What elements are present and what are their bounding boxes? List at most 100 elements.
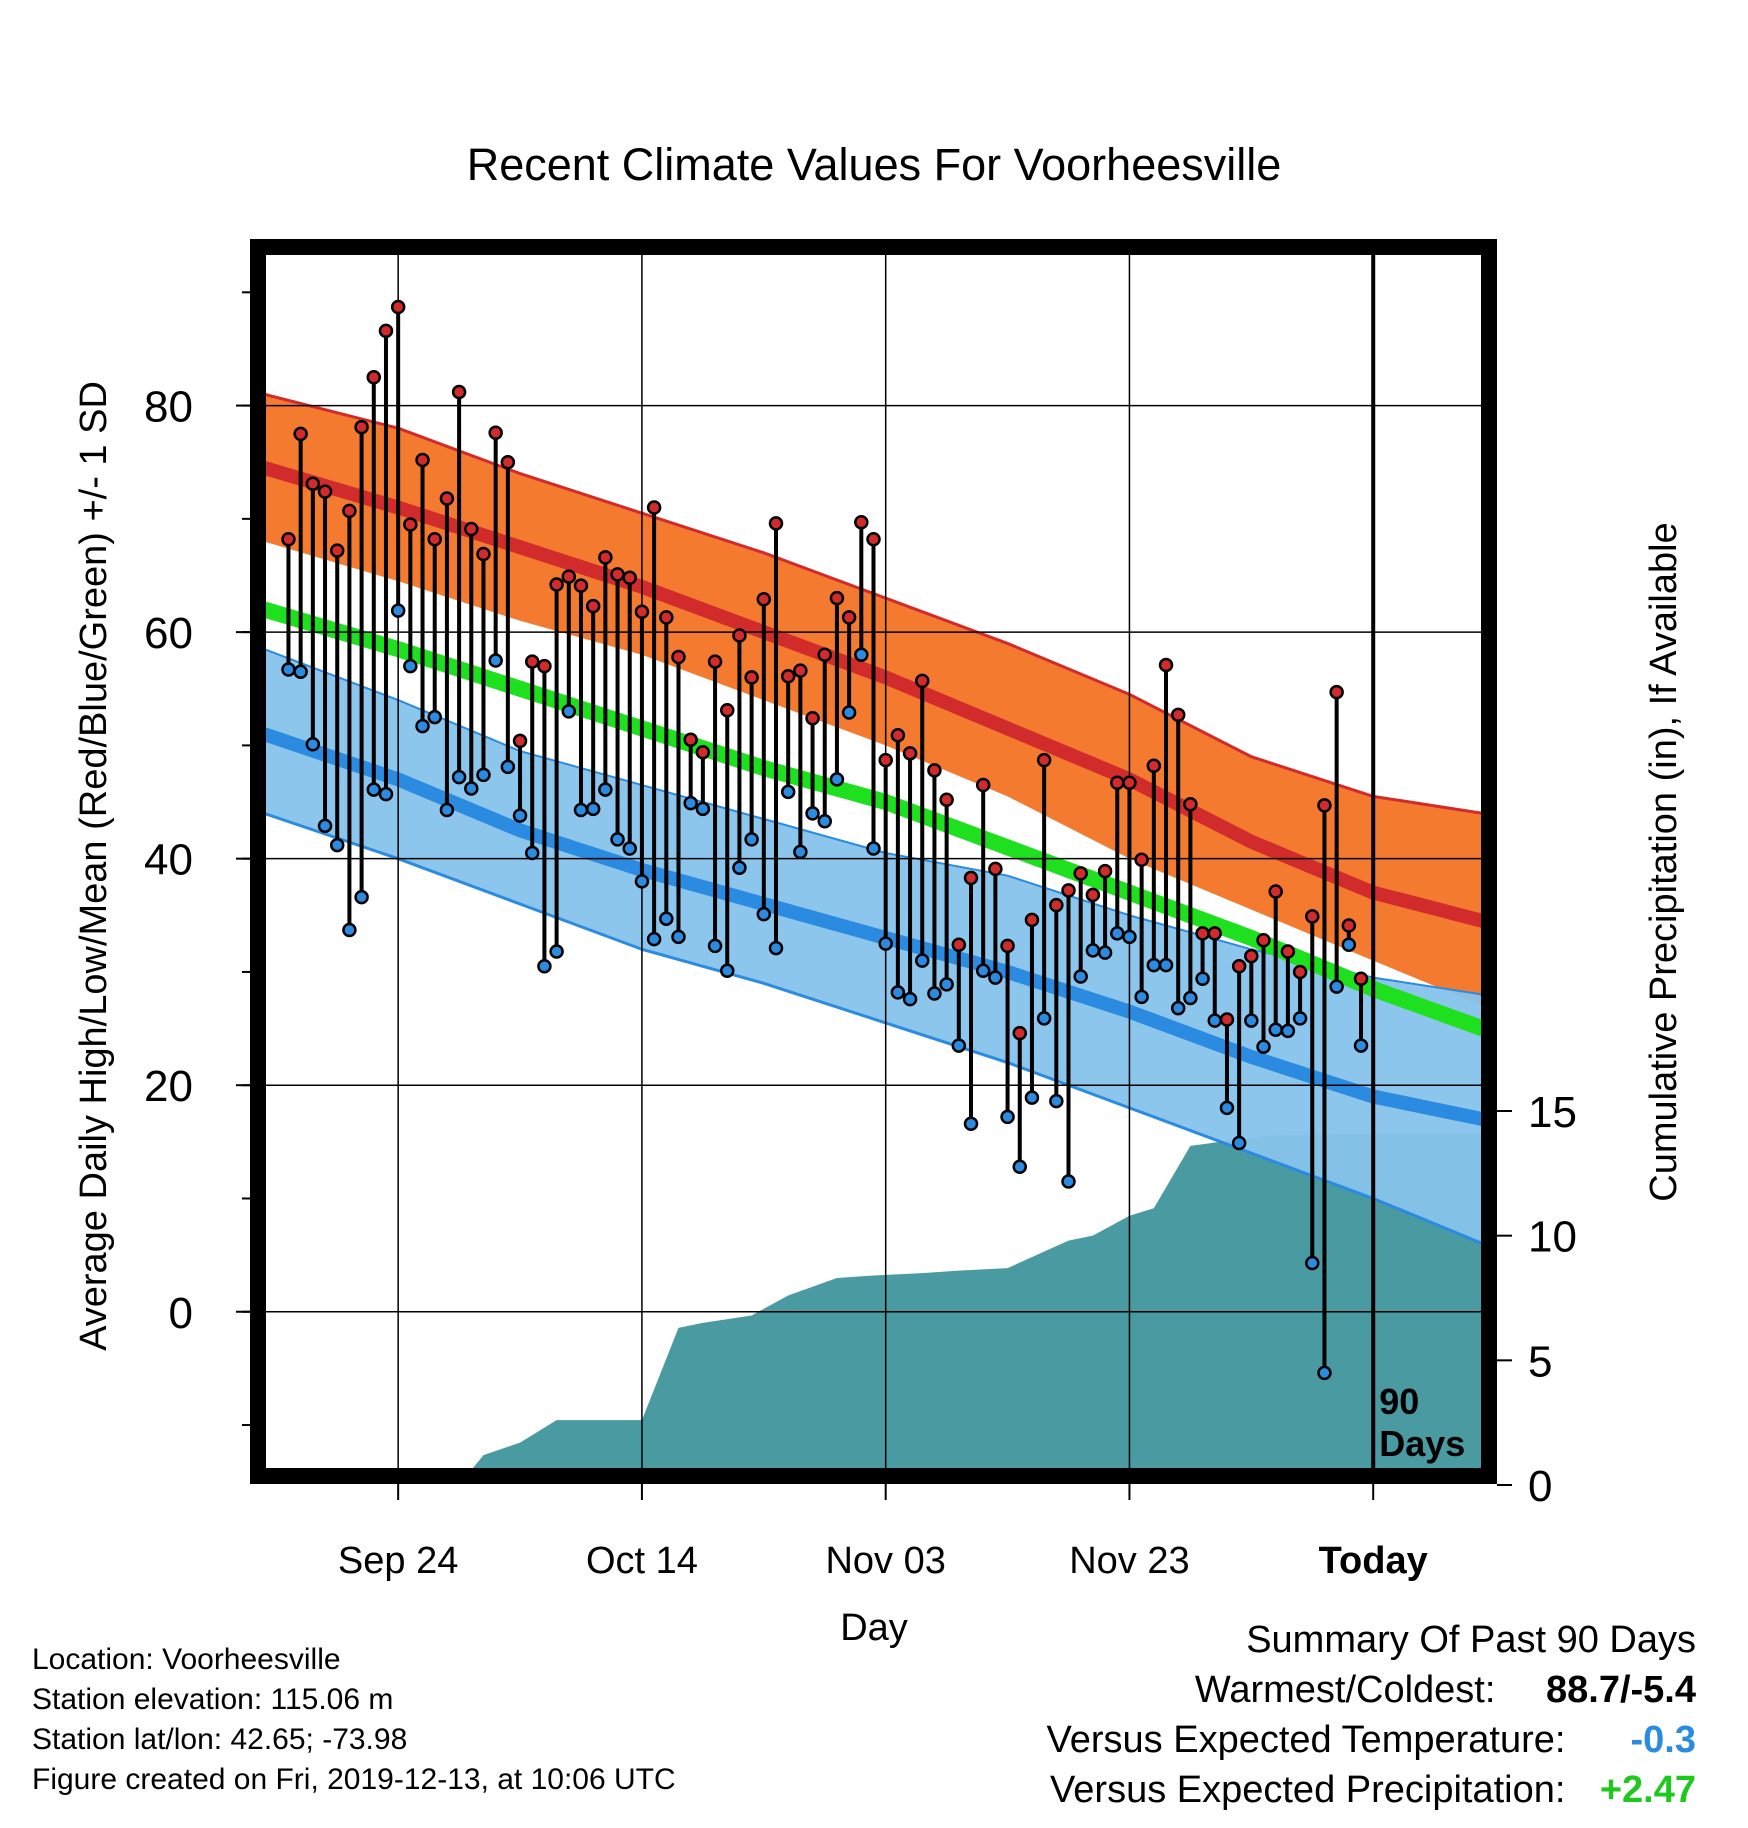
y2-tick-label-0: 0 <box>1528 1462 1552 1511</box>
low-point <box>671 929 686 945</box>
high-point <box>573 578 589 593</box>
low-point <box>622 841 637 856</box>
summary-precip-value: +2.47 <box>1599 1769 1696 1811</box>
low-point <box>610 832 625 847</box>
y2-tick-label-1: 5 <box>1528 1337 1552 1386</box>
low-point <box>659 911 674 926</box>
high-point <box>988 861 1003 877</box>
high-point <box>1146 758 1162 774</box>
high-point <box>1049 897 1064 913</box>
x-tick-label-2: Nov 03 <box>825 1540 945 1582</box>
low-point <box>854 647 869 663</box>
high-point <box>659 610 674 625</box>
high-point <box>585 598 601 614</box>
low-point <box>1231 1135 1247 1151</box>
low-point <box>683 795 698 811</box>
low-point <box>732 860 747 875</box>
high-point <box>476 546 491 562</box>
high-point <box>1085 887 1101 903</box>
high-point <box>939 792 954 808</box>
high-point <box>281 531 296 547</box>
high-point <box>768 516 784 531</box>
low-point <box>939 977 954 992</box>
low-point <box>1012 1159 1028 1175</box>
high-point <box>671 649 686 665</box>
high-point <box>317 484 333 499</box>
y2-tick-label-2: 10 <box>1528 1213 1577 1262</box>
today-days-label-0: 90 <box>1379 1381 1419 1422</box>
high-point <box>1305 909 1320 924</box>
high-point <box>695 744 711 760</box>
info-elevation: Station elevation: 115.06 m <box>32 1683 394 1716</box>
summary-warm-cold-label: Warmest/Coldest: <box>1194 1669 1496 1711</box>
high-point <box>1256 932 1271 948</box>
low-point <box>719 963 735 979</box>
low-point <box>1256 1039 1271 1054</box>
high-point <box>902 746 918 761</box>
summary-warm-cold-value: 88.7/-5.4 <box>1546 1669 1696 1711</box>
low-point <box>963 1116 979 1131</box>
low-point <box>427 709 442 725</box>
high-point <box>549 577 564 592</box>
precip-area <box>466 1133 1483 1476</box>
low-point <box>1000 1109 1015 1125</box>
high-point <box>390 299 406 315</box>
high-point <box>780 669 796 684</box>
low-point <box>476 767 491 783</box>
high-point <box>1317 798 1332 813</box>
high-point <box>464 521 479 537</box>
low-point <box>817 814 832 829</box>
low-point <box>1268 1022 1283 1037</box>
high-point <box>378 323 394 339</box>
high-point <box>1061 883 1076 898</box>
low-point <box>500 759 516 775</box>
low-point <box>1049 1093 1064 1109</box>
high-point <box>1353 971 1369 986</box>
low-point <box>390 603 406 618</box>
low-point <box>354 889 369 905</box>
low-point <box>1183 990 1198 1006</box>
low-point <box>1170 1000 1186 1016</box>
info-location: Location: Voorheesville <box>32 1643 341 1676</box>
low-sd-band <box>264 649 1483 1244</box>
low-point <box>695 801 711 817</box>
low-point <box>1292 1011 1308 1026</box>
low-point <box>805 806 820 821</box>
high-point <box>1158 657 1174 673</box>
high-point <box>354 419 369 435</box>
x-tick-label-3: Nov 23 <box>1069 1540 1189 1582</box>
summary-temp-value: -0.3 <box>1630 1719 1696 1761</box>
low-point <box>829 772 845 787</box>
high-point <box>1219 1012 1235 1027</box>
high-point <box>1292 964 1308 980</box>
high-point <box>537 658 552 674</box>
high-point <box>744 670 759 685</box>
low-point <box>780 784 796 800</box>
summary-warm-cold-row: Warmest/Coldest: 88.7/-5.4 <box>1195 1665 1696 1715</box>
low-point <box>524 845 540 861</box>
low-point <box>1122 929 1137 945</box>
y2-axis-label: Cumulative Precipitation (in), If Availa… <box>1643 522 1685 1201</box>
low-point <box>951 1038 967 1053</box>
info-created: Figure created on Fri, 2019-12-13, at 10… <box>32 1763 676 1796</box>
high-point <box>561 569 577 584</box>
high-point <box>1207 926 1223 941</box>
low-point <box>293 664 308 680</box>
info-latlon: Station lat/lon: 42.65; -73.98 <box>32 1723 408 1756</box>
low-point <box>573 802 589 818</box>
low-point <box>451 769 467 785</box>
high-point <box>719 703 735 718</box>
summary-precip-row: Versus Expected Precipitation: +2.47 <box>1050 1765 1696 1815</box>
low-point <box>1146 957 1162 973</box>
high-point <box>1000 938 1015 954</box>
low-point <box>902 991 918 1007</box>
high-point <box>1073 866 1088 881</box>
high-point <box>342 503 357 519</box>
y-tick-label-1: 20 <box>144 1062 193 1111</box>
low-point <box>403 658 418 674</box>
low-point <box>841 705 857 720</box>
low-point <box>378 786 394 802</box>
high-point <box>841 610 857 625</box>
low-point <box>646 931 662 947</box>
low-point <box>1341 937 1357 953</box>
